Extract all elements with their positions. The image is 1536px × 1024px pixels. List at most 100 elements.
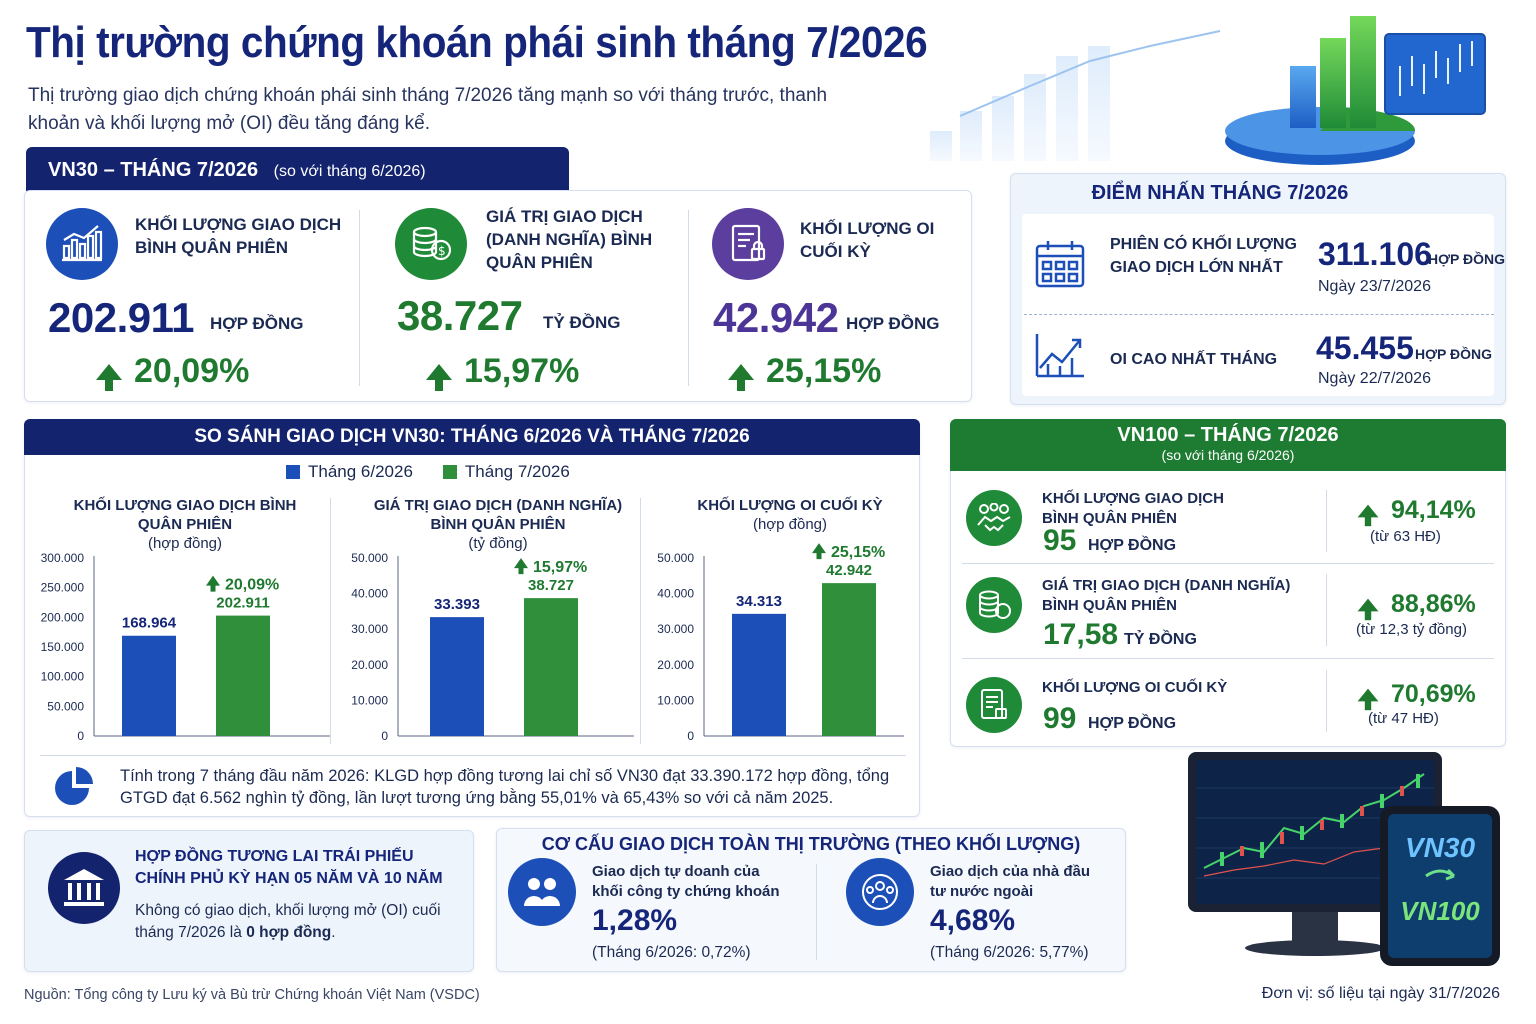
vn30-header-title: VN30 – THÁNG 7/2026 [48, 159, 259, 181]
people-icon [508, 858, 576, 926]
highlight-label: OI CAO NHẤT THÁNG [1110, 351, 1278, 368]
change-label: 25,15% [831, 544, 885, 561]
device-bottom-label: VN100 [1400, 896, 1480, 926]
highlight-label: PHIÊN CÓ KHỐI LƯỢNG GIAO DỊCH LỚN NHẤT [1110, 236, 1297, 276]
y-tick-label: 20.000 [657, 658, 694, 672]
divider [1326, 670, 1327, 732]
chart-title-3: KHỐI LƯỢNG OI CUỐI KỲ (hợp đồng) [690, 496, 890, 534]
y-tick-label: 0 [77, 729, 84, 743]
y-tick-label: 100.000 [41, 670, 85, 684]
bond-text-bold: 0 hợp đồng [246, 924, 332, 941]
data-label: 202.911 [216, 595, 269, 612]
bar [216, 615, 270, 736]
vn100-unit: HỢP ĐỒNG [1088, 537, 1177, 554]
divider [1326, 574, 1327, 646]
chart-unit: (hợp đồng) [752, 516, 828, 533]
chart-title-1: KHỐI LƯỢNG GIAO DỊCH BÌNH QUÂN PHIÊN (hợ… [60, 496, 310, 553]
vn30-header-note: (so với tháng 6/2026) [273, 163, 426, 180]
vn100-value: 95 [1043, 524, 1077, 557]
y-tick-label: 40.000 [657, 587, 694, 601]
vn30-metric-change: 20,09% [96, 352, 249, 391]
divider [1326, 490, 1327, 552]
highlight-value: 311.106 [1318, 236, 1432, 272]
arrow-up-icon [1357, 504, 1379, 526]
data-label: 38.727 [528, 577, 574, 594]
chart-legend: Tháng 6/2026 Tháng 7/2026 [286, 462, 570, 482]
structure-value: 1,28% [592, 904, 678, 937]
highlight-date: Ngày 22/7/2026 [1318, 370, 1431, 387]
y-tick-label: 50.000 [47, 699, 84, 713]
vn30-metric-value: 202.911 [48, 294, 195, 341]
divider [816, 864, 817, 960]
globe-people-icon [846, 858, 914, 926]
bond-text-end: . [331, 924, 336, 941]
vn100-unit: TỶ ĐỒNG [1124, 631, 1197, 648]
bar [430, 617, 484, 736]
divider [640, 498, 641, 744]
vn100-label: KHỐI LƯỢNG OI CUỐI KỲ [1042, 679, 1228, 696]
y-tick-label: 10.000 [657, 693, 694, 707]
arrow-up-icon [812, 543, 826, 560]
chart-illustration-icon [930, 16, 1486, 165]
vn100-label: KHỐI LƯỢNG GIAO DỊCH BÌNH QUÂN PHIÊN [1042, 490, 1224, 527]
vn30-metric-unit: HỢP ĐỒNG [210, 314, 304, 333]
highlight-unit: HỢP ĐỒNG [1415, 346, 1493, 362]
footer-source: Nguồn: Tổng công ty Lưu ký và Bù trừ Chứ… [24, 987, 480, 1003]
data-label: 168.964 [122, 615, 177, 632]
y-tick-label: 20.000 [351, 658, 388, 672]
vn30-panel [24, 190, 972, 402]
y-tick-label: 30.000 [657, 622, 694, 636]
divider [330, 498, 331, 744]
document-lock-icon [712, 208, 784, 280]
change-value: 94,14% [1391, 496, 1476, 524]
vn100-header-note: (so với tháng 6/2026) [1161, 447, 1295, 463]
y-tick-label: 250.000 [41, 581, 85, 595]
vn100-value: 17,58 [1043, 618, 1119, 651]
vn30-metric-label: KHỐI LƯỢNG GIAO DỊCH BÌNH QUÂN PHIÊN [135, 215, 342, 257]
bond-title: HỢP ĐỒNG TƯƠNG LAI TRÁI PHIẾU CHÍNH PHỦ … [135, 848, 443, 887]
data-label: 33.393 [434, 596, 480, 613]
y-tick-label: 150.000 [41, 640, 85, 654]
arrow-up-icon [1357, 598, 1379, 620]
divider [359, 210, 360, 386]
chart-unit: (tỷ đồng) [468, 535, 528, 552]
vn100-change: 88,86% [1355, 590, 1476, 620]
pie-chart-icon [52, 765, 98, 816]
structure-panel [496, 828, 1126, 972]
vn30-metric-label: GIÁ TRỊ GIAO DỊCH (DANH NGHĨA) BÌNH QUÂN… [486, 207, 653, 272]
structure-prev: (Tháng 6/2026: 0,72%) [592, 944, 751, 961]
data-label: 42.942 [826, 562, 872, 579]
monitor-illustration-icon [1188, 752, 1500, 966]
legend-swatch [442, 465, 457, 479]
structure-value: 4,68% [930, 904, 1016, 937]
change-label: 20,09% [225, 577, 279, 594]
vn100-change: 94,14% [1355, 496, 1476, 526]
bond-text-main: Không có giao dịch, khối lượng mở (OI) c… [135, 902, 441, 941]
y-tick-label: 200.000 [41, 610, 85, 624]
vn100-from: (từ 12,3 tỷ đồng) [1356, 621, 1467, 638]
document-icon [966, 677, 1022, 733]
change-value: 70,69% [1391, 680, 1476, 708]
calendar-icon [1034, 238, 1086, 295]
highlight-value: 45.455 [1316, 330, 1414, 366]
y-tick-label: 50.000 [351, 551, 388, 565]
coins-icon [966, 577, 1022, 633]
legend-label: Tháng 7/2026 [464, 462, 570, 481]
comparison-note: Tính trong 7 tháng đầu năm 2026: KLGD hợ… [120, 767, 890, 807]
bar [122, 635, 176, 736]
divider [962, 563, 1494, 564]
legend-item: Tháng 7/2026 [442, 462, 570, 482]
device-top-label: VN30 [1404, 832, 1476, 863]
arrow-up-icon [1357, 688, 1379, 710]
bar [732, 613, 786, 736]
structure-header: CƠ CẤU GIAO DỊCH TOÀN THỊ TRƯỜNG (THEO K… [541, 834, 1081, 854]
y-tick-label: 30.000 [351, 622, 388, 636]
vn30-metric-value: 42.942 [713, 294, 839, 341]
highlights-body [1022, 214, 1494, 396]
bond-text: Không có giao dịch, khối lượng mở (OI) c… [135, 900, 455, 944]
structure-prev: (Tháng 6/2026: 5,77%) [930, 944, 1089, 961]
vn30-metric-change: 25,15% [728, 352, 881, 391]
structure-label: Giao dịch của nhà đầu tư nước ngoài [930, 863, 1091, 900]
change-value: 20,09% [134, 352, 250, 390]
data-label: 34.313 [736, 593, 782, 610]
